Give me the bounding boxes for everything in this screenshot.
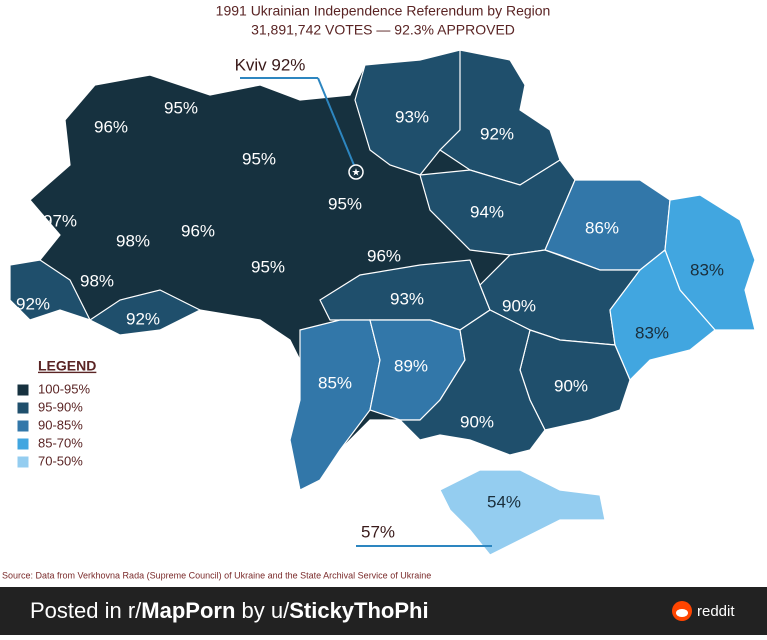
region-label: 96% xyxy=(94,117,128,136)
region-label: 95% xyxy=(328,194,362,213)
legend-label: 100-95% xyxy=(38,381,90,396)
region-label: 98% xyxy=(116,231,150,250)
region-label: 94% xyxy=(470,202,504,221)
subreddit[interactable]: MapPorn xyxy=(141,598,235,623)
region-label: 92% xyxy=(16,294,50,313)
regions xyxy=(9,49,756,556)
legend-swatch xyxy=(16,401,30,415)
legend-swatch xyxy=(16,383,30,397)
legend-label: 95-90% xyxy=(38,399,83,414)
source: Source: Data from Verkhovna Rada (Suprem… xyxy=(2,570,431,580)
legend-label: 70-50% xyxy=(38,453,83,468)
region-label: 95% xyxy=(164,98,198,117)
region-label: 98% xyxy=(80,271,114,290)
region xyxy=(609,249,716,382)
region-label: 90% xyxy=(554,376,588,395)
footer-bar xyxy=(0,587,767,635)
region-label: 93% xyxy=(395,107,429,126)
region-label: 96% xyxy=(181,221,215,240)
footer-prefix: Posted in r/ xyxy=(30,598,142,623)
region-label: 95% xyxy=(251,257,285,276)
region-label: 92% xyxy=(126,309,160,328)
legend-swatch xyxy=(16,437,30,451)
region-label: 54% xyxy=(487,492,521,511)
region-label: 83% xyxy=(635,323,669,342)
legend-swatch xyxy=(16,455,30,469)
title: 1991 Ukrainian Independence Referendum b… xyxy=(216,3,551,19)
footer-by: by u/ xyxy=(235,598,290,623)
region-label: 93% xyxy=(390,289,424,308)
region xyxy=(398,309,546,456)
region-label: 97% xyxy=(43,211,77,230)
legend-label: 90-85% xyxy=(38,417,83,432)
region xyxy=(289,319,381,491)
region-label: 90% xyxy=(502,296,536,315)
footer-text: Posted in r/MapPorn by u/StickyThoPhi xyxy=(30,598,429,623)
username[interactable]: StickyThoPhi xyxy=(289,598,428,623)
region-label: 86% xyxy=(585,218,619,237)
region xyxy=(439,469,606,556)
region-label: 83% xyxy=(690,260,724,279)
subtitle: 31,891,742 VOTES — 92.3% APPROVED xyxy=(251,22,515,38)
legend-swatch xyxy=(16,419,30,433)
legend: 100-95% 95-90% 90-85% 85-70% 70-50% xyxy=(16,381,90,469)
region xyxy=(9,259,92,322)
reddit-brand[interactable]: reddit xyxy=(697,603,735,620)
legend-title: LEGEND xyxy=(38,358,96,374)
svg-text:★: ★ xyxy=(352,168,361,179)
region-label: 89% xyxy=(394,356,428,375)
callout-kyiv: Kviv 92% xyxy=(235,55,306,74)
region-label: 92% xyxy=(480,124,514,143)
kyiv-marker: ★ xyxy=(240,77,364,180)
region-label: 90% xyxy=(460,412,494,431)
legend-label: 85-70% xyxy=(38,435,83,450)
region xyxy=(88,289,202,336)
region-label: 85% xyxy=(318,373,352,392)
callout-sevastopol: 57% xyxy=(361,522,395,541)
region-label: 96% xyxy=(367,246,401,265)
region-label: 95% xyxy=(242,149,276,168)
